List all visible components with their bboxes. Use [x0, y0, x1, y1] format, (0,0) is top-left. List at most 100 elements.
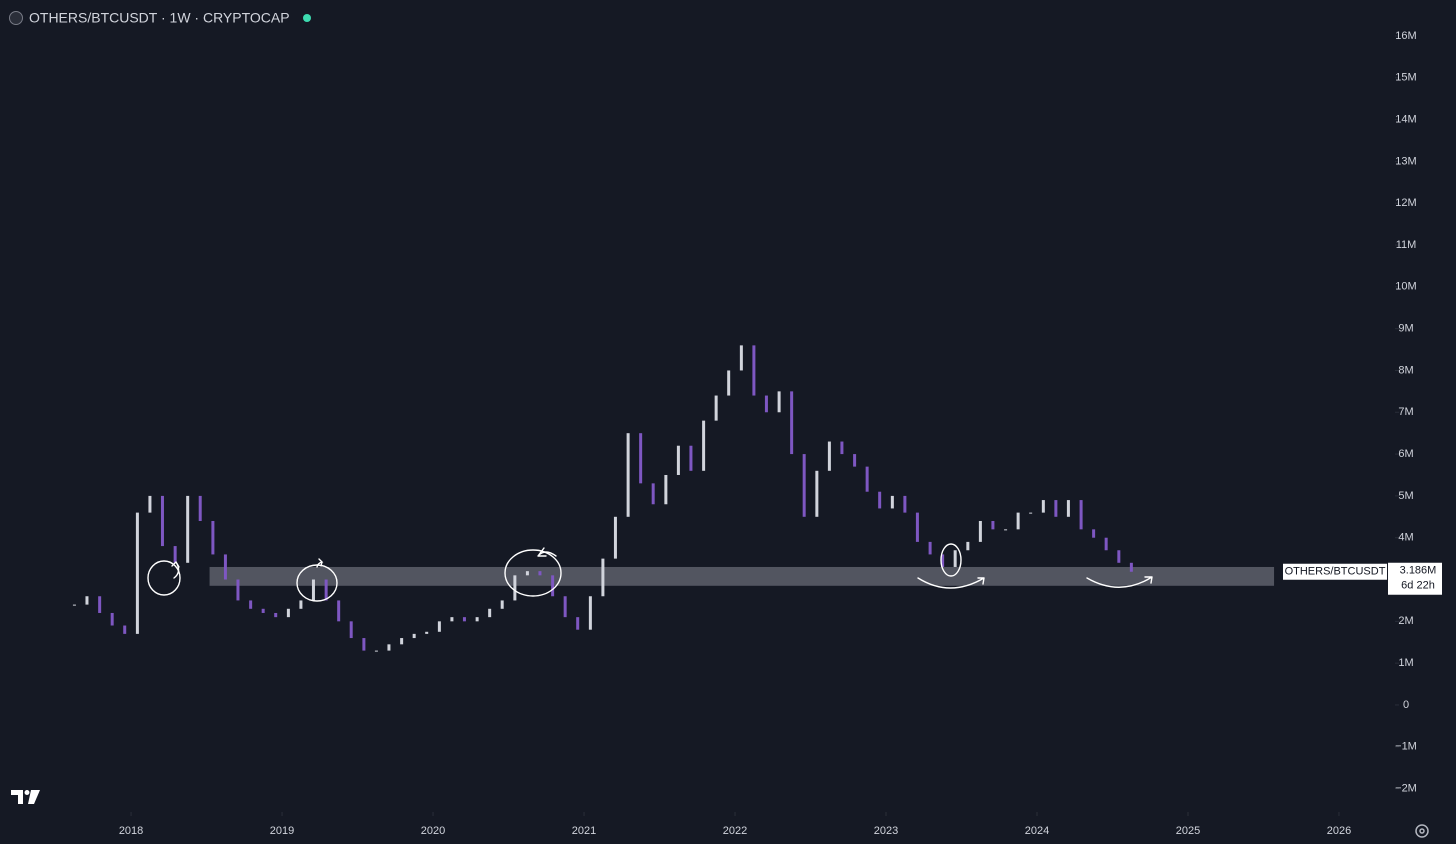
- candle: [853, 454, 857, 467]
- candle: [878, 491, 882, 509]
- candle: [462, 617, 466, 622]
- candle: [966, 541, 970, 551]
- candle: [727, 370, 731, 396]
- candle: [777, 391, 781, 413]
- candle: [135, 512, 139, 634]
- candle: [513, 575, 517, 601]
- annotation-circle: [504, 549, 562, 597]
- candle: [827, 441, 831, 471]
- candle: [72, 604, 76, 606]
- annotation-arrow: [537, 547, 557, 557]
- candle: [400, 638, 404, 645]
- y-tick-label: 16M: [1395, 30, 1416, 42]
- candle: [85, 596, 89, 605]
- y-tick-label: 15M: [1395, 72, 1416, 84]
- candle: [98, 596, 102, 613]
- chart-title[interactable]: OTHERS/BTCUSDT · 1W · CRYPTOCAP: [29, 10, 290, 26]
- x-tick-label: 2026: [1327, 825, 1351, 837]
- tv-logo: [11, 790, 40, 804]
- candle: [412, 633, 416, 639]
- candle: [903, 495, 907, 513]
- candle: [123, 625, 127, 634]
- support-zone: [209, 566, 1275, 586]
- candle: [790, 391, 794, 455]
- x-tick-label: 2024: [1025, 825, 1049, 837]
- x-tick-label: 2021: [572, 825, 596, 837]
- market-status[interactable]: [303, 14, 311, 22]
- y-tick-label: 7M: [1398, 406, 1413, 418]
- candle: [1117, 550, 1121, 563]
- y-tick-label: −1M: [1395, 741, 1417, 753]
- candle: [387, 644, 391, 651]
- candle: [525, 571, 529, 576]
- candle: [1129, 562, 1133, 572]
- candle: [148, 495, 152, 513]
- symbol-label-box: [1283, 563, 1387, 580]
- candle: [551, 575, 555, 597]
- y-tick-label: 14M: [1395, 113, 1416, 125]
- candle: [450, 617, 454, 622]
- y-tick-label: 5M: [1398, 490, 1413, 502]
- candle: [223, 554, 227, 580]
- candle: [1066, 500, 1070, 517]
- y-tick-label: 1M: [1398, 657, 1413, 669]
- candle: [714, 395, 718, 421]
- candle: [538, 571, 542, 576]
- annotation-arrow: [1086, 576, 1153, 588]
- candle: [689, 445, 693, 471]
- annotations: [147, 543, 1153, 602]
- candle: [752, 345, 756, 396]
- x-tick-label: 2018: [119, 825, 143, 837]
- y-tick-label: 11M: [1396, 239, 1417, 251]
- y-tick-label: 13M: [1395, 155, 1416, 167]
- candle: [349, 621, 353, 639]
- candle: [211, 520, 215, 555]
- symbol-icon: [9, 11, 23, 25]
- x-tick-label: 2020: [421, 825, 445, 837]
- candle: [613, 516, 617, 559]
- candle: [626, 433, 630, 517]
- candle: [173, 546, 177, 563]
- y-tick-label: 6M: [1398, 448, 1413, 460]
- candle: [601, 558, 605, 597]
- annotation-arrow: [316, 558, 324, 568]
- candle: [928, 541, 932, 555]
- candle: [186, 495, 190, 563]
- y-tick-label: 0: [1403, 699, 1409, 711]
- candle: [311, 579, 315, 601]
- candle: [978, 520, 982, 542]
- candle: [588, 596, 592, 630]
- candle: [840, 441, 844, 455]
- y-tick-label: 9M: [1398, 323, 1413, 335]
- candle: [249, 600, 253, 609]
- candle: [676, 445, 680, 475]
- candle: [324, 579, 328, 601]
- annotation-arrow: [171, 561, 180, 579]
- symbol-label: OTHERS/BTCUSDT: [1285, 566, 1386, 578]
- candle: [1041, 500, 1045, 513]
- candle: [941, 554, 945, 567]
- candle: [337, 600, 341, 622]
- candle: [865, 466, 869, 492]
- candle: [286, 608, 290, 618]
- candle: [198, 495, 202, 521]
- candle: [488, 608, 492, 618]
- candle: [576, 617, 580, 630]
- candle: [500, 600, 504, 609]
- settings-icon[interactable]: [1415, 824, 1429, 838]
- price-value: 3.186M: [1400, 565, 1437, 577]
- candle: [110, 612, 114, 626]
- candle: [160, 495, 164, 547]
- candle: [953, 550, 957, 567]
- price-label: OTHERS/BTCUSDT 3.186M 6d 22h: [1283, 562, 1442, 595]
- y-tick-label: 2M: [1398, 615, 1413, 627]
- annotation-circle: [147, 560, 181, 596]
- candle: [437, 621, 441, 632]
- candle: [702, 420, 706, 471]
- candle: [1016, 512, 1020, 530]
- candle-layer: [72, 345, 1133, 652]
- candle: [664, 474, 668, 505]
